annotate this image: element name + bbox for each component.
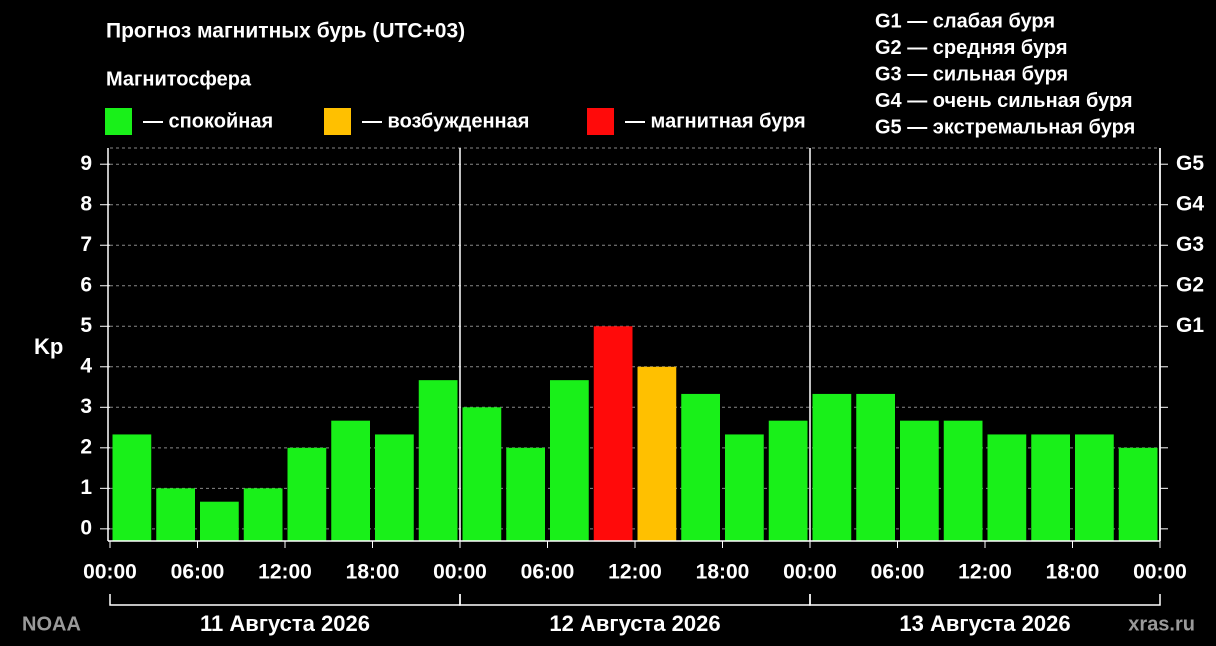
y2-tick-label: G5 [1176, 152, 1204, 175]
y-tick-label: 4 [80, 354, 92, 377]
day-bracket [459, 594, 811, 606]
y2-tick-label: G4 [1176, 192, 1204, 215]
y-tick-label: 7 [80, 233, 92, 256]
g-scale-label: G2 — средняя буря [875, 37, 1068, 59]
bar [593, 326, 633, 541]
bar [1031, 434, 1070, 541]
y-tick-label: 6 [80, 273, 92, 296]
day-label: 12 Августа 2026 [549, 611, 720, 636]
day-bracket [809, 594, 1161, 606]
x-tick-label: 00:00 [433, 561, 487, 584]
x-tick-label: 18:00 [696, 561, 750, 584]
y-tick-label: 1 [80, 476, 92, 499]
y2-tick-label: G3 [1176, 233, 1204, 256]
x-tick-label: 18:00 [346, 561, 400, 584]
source: NOAA [22, 613, 81, 635]
bar [156, 488, 195, 541]
x-tick-label: 12:00 [958, 561, 1012, 584]
y-axis-label: Kp [34, 334, 63, 359]
bar [856, 393, 895, 541]
watermark: xras.ru [1128, 613, 1195, 635]
bar [1075, 434, 1114, 541]
y2-tick-label: G2 [1176, 273, 1204, 296]
x-tick-label: 12:00 [258, 561, 312, 584]
g-scale-label: G4 — очень сильная буря [875, 90, 1133, 112]
bar [681, 393, 720, 541]
legend-label: — возбужденная [362, 110, 529, 132]
bar [200, 501, 239, 541]
x-tick-label: 06:00 [871, 561, 925, 584]
legend-label: — спокойная [143, 110, 273, 132]
x-tick-label: 12:00 [608, 561, 662, 584]
g-scale-label: G1 — слабая буря [875, 10, 1055, 32]
bar [812, 393, 852, 541]
bar [112, 434, 152, 541]
legend-title: Магнитосфера [106, 68, 252, 90]
chart-title: Прогноз магнитных бурь (UTC+03) [106, 20, 465, 43]
y2-tick-label: G1 [1176, 314, 1204, 337]
g-scale-label: G5 — экстремальная буря [875, 116, 1135, 138]
x-tick-label: 06:00 [521, 561, 575, 584]
x-tick-label: 00:00 [783, 561, 837, 584]
bar [375, 434, 414, 541]
y-tick-label: 0 [80, 516, 92, 539]
day-bracket [109, 594, 461, 606]
x-tick-label: 00:00 [1133, 561, 1187, 584]
bar [725, 434, 764, 541]
y-tick-label: 3 [80, 395, 92, 418]
bar [1118, 447, 1158, 541]
bar [506, 447, 545, 541]
legend-label: — магнитная буря [625, 110, 806, 132]
y-tick-label: 9 [80, 152, 92, 175]
legend-swatch [587, 108, 614, 135]
bar [331, 420, 370, 541]
bar [243, 488, 283, 541]
y-tick-label: 8 [80, 192, 92, 215]
x-tick-label: 00:00 [83, 561, 137, 584]
y-tick-label: 5 [80, 314, 92, 337]
legend-swatch [105, 108, 132, 135]
x-tick-label: 18:00 [1046, 561, 1100, 584]
bar [418, 380, 458, 541]
day-label: 11 Августа 2026 [200, 611, 370, 636]
x-tick-label: 06:00 [171, 561, 225, 584]
bar [768, 420, 808, 541]
bar [462, 407, 502, 541]
bar [943, 420, 983, 541]
legend-swatch [324, 108, 351, 135]
bar [550, 380, 589, 541]
day-label: 13 Августа 2026 [899, 611, 1070, 636]
bar [637, 366, 677, 541]
bar [287, 447, 327, 541]
bar [900, 420, 939, 541]
bar [987, 434, 1027, 541]
g-scale-label: G3 — сильная буря [875, 63, 1068, 85]
y-tick-label: 2 [80, 435, 92, 458]
